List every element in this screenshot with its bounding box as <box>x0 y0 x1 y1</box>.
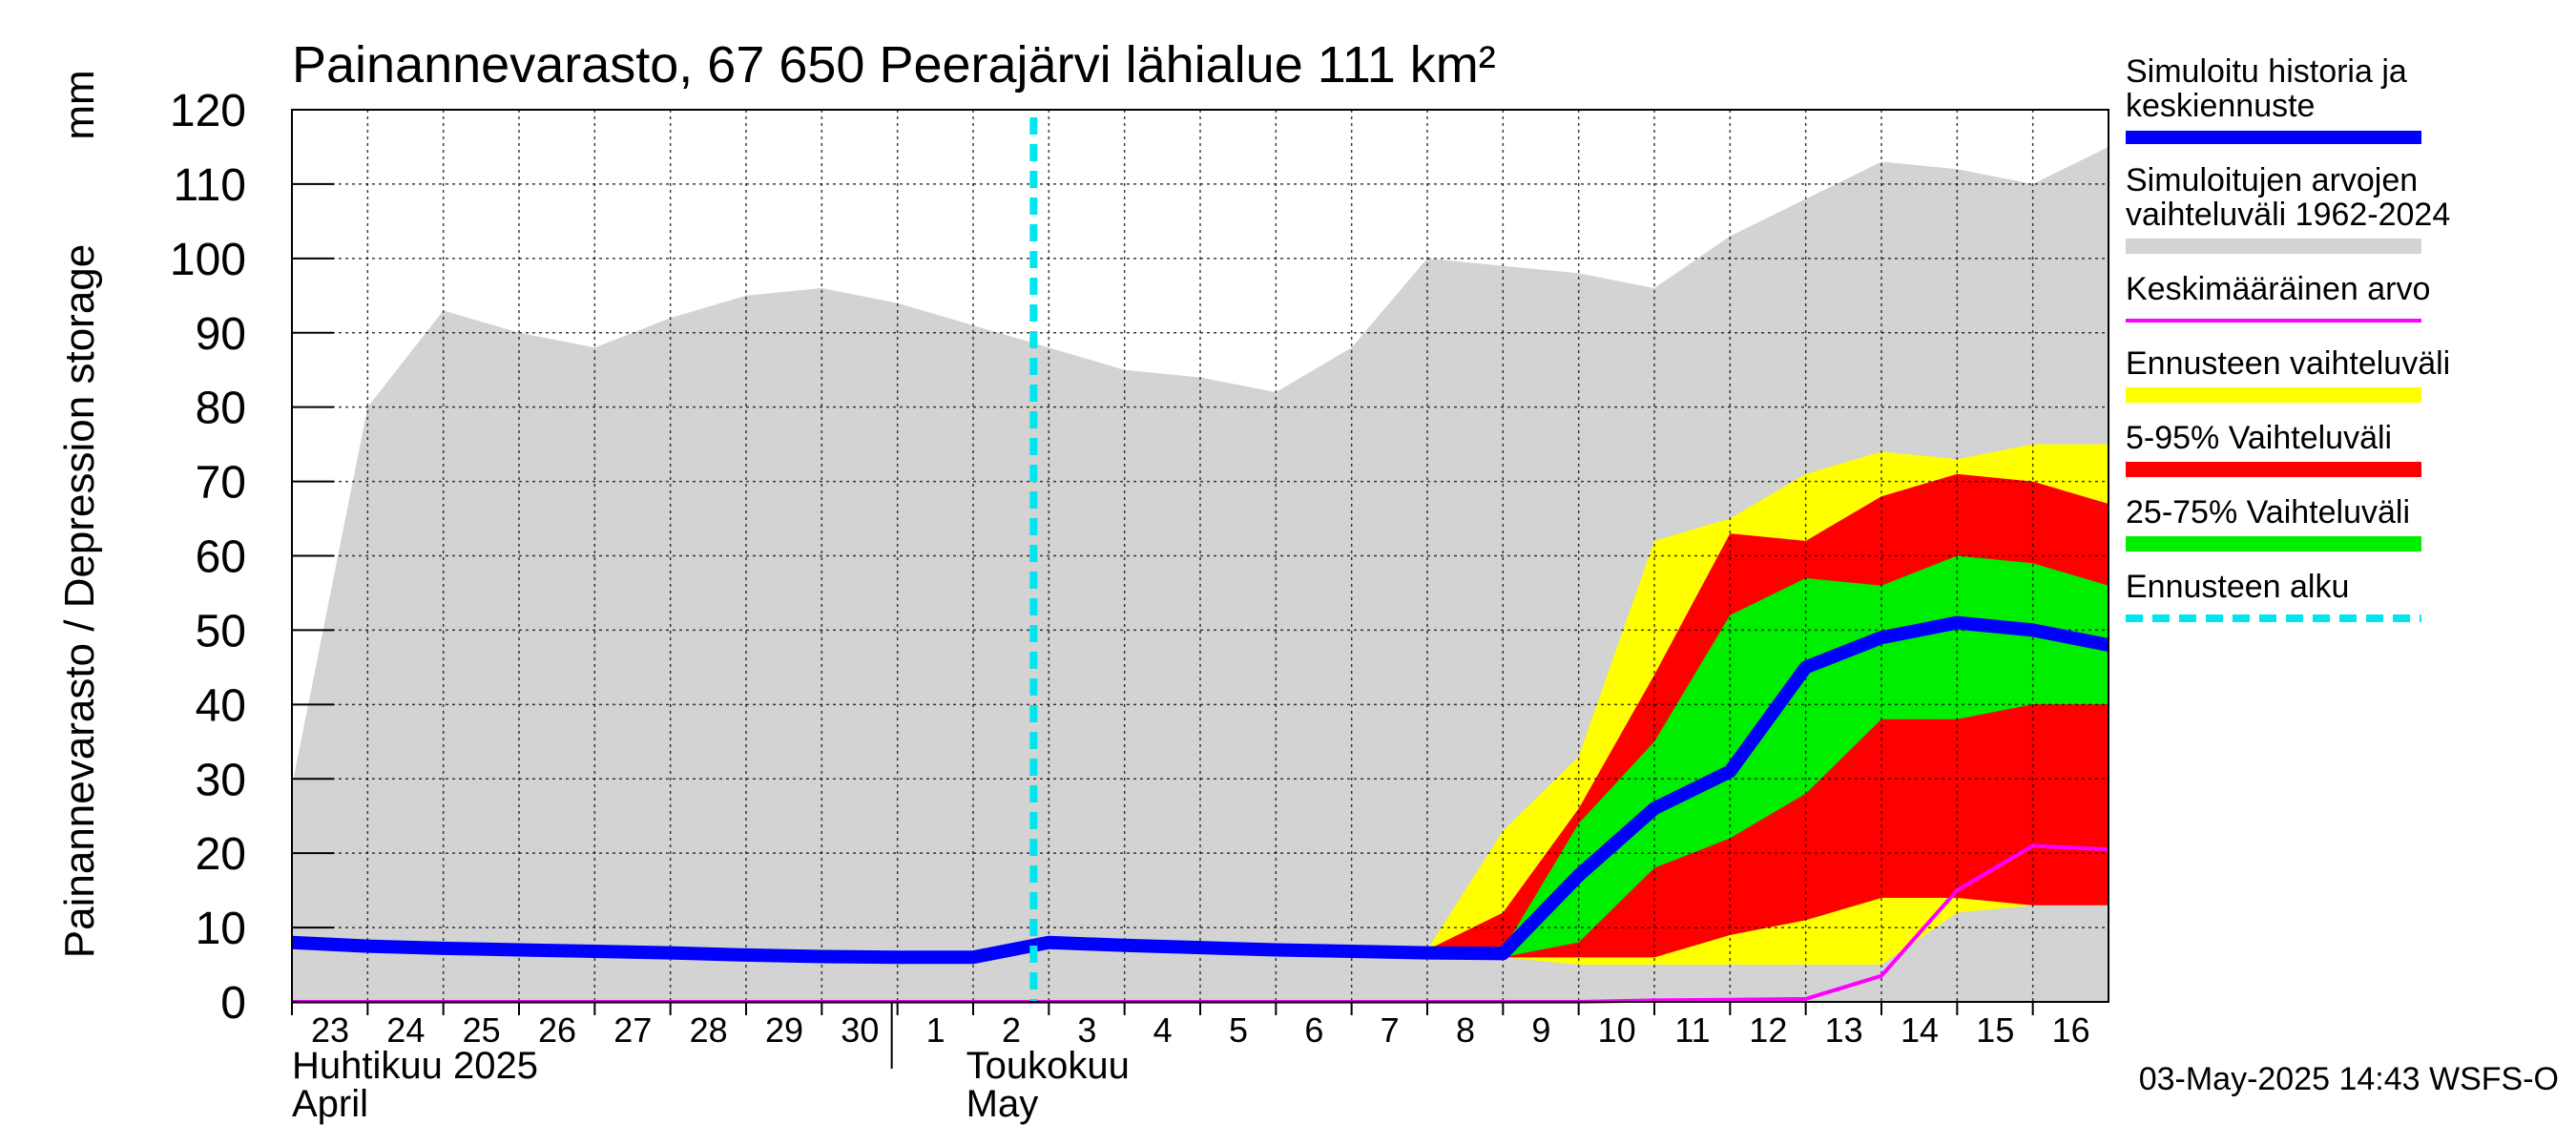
legend-item: Keskimääräinen arvo <box>2126 271 2430 323</box>
x-tick-label: 28 <box>690 1010 728 1050</box>
x-tick-label: 6 <box>1304 1010 1323 1050</box>
y-tick-label: 0 <box>220 978 246 1029</box>
legend-label: Keskimääräinen arvo <box>2126 271 2430 307</box>
y-tick-label: 20 <box>196 829 246 880</box>
x-tick-label: 13 <box>1825 1010 1863 1050</box>
x-tick-label: 27 <box>613 1010 652 1050</box>
x-tick-label: 3 <box>1077 1010 1096 1050</box>
y-tick-label: 110 <box>173 160 246 211</box>
y-tick-label: 60 <box>196 532 246 583</box>
x-tick-label: 1 <box>926 1010 945 1050</box>
x-tick-label: 15 <box>1976 1010 2014 1050</box>
x-tick-label: 11 <box>1674 1010 1710 1050</box>
y-tick-label: 120 <box>170 86 246 136</box>
plot-area <box>291 109 2110 1004</box>
x-tick-label: 30 <box>841 1010 879 1050</box>
y-tick-label: 50 <box>196 606 246 656</box>
x-tick-label: 24 <box>386 1010 425 1050</box>
legend-item: 25-75% Vaihteluväli <box>2126 494 2421 552</box>
x-tick-label: 8 <box>1456 1010 1475 1050</box>
y-tick-label: 40 <box>196 680 246 731</box>
forecast-band-4 <box>1427 704 2109 958</box>
x-tick-label: 10 <box>1598 1010 1636 1050</box>
x-tick-label: 5 <box>1229 1010 1248 1050</box>
x-tick-label: 14 <box>1901 1010 1939 1050</box>
y-tick-label: 100 <box>170 235 246 285</box>
x-tick-label: 23 <box>311 1010 349 1050</box>
timestamp-footer: 03-May-2025 14:43 WSFS-O <box>2139 1061 2559 1097</box>
x-tick-label: 7 <box>1381 1010 1400 1050</box>
x-tick-label: 29 <box>765 1010 803 1050</box>
month-label-finnish: Huhtikuu 2025 <box>292 1045 538 1087</box>
y-axis-label: Painannevarasto / Depression storage <box>56 244 103 958</box>
legend-label: Ennusteen alku <box>2126 569 2349 605</box>
x-tick-label: 9 <box>1531 1010 1550 1050</box>
y-tick-label: 80 <box>196 384 246 434</box>
legend-label: Simuloitujen arvojen <box>2126 162 2418 198</box>
legend-label: vaihteluväli 1962-2024 <box>2126 197 2450 233</box>
x-tick-label: 25 <box>463 1010 501 1050</box>
month-label-english: May <box>966 1083 1039 1125</box>
x-tick-label: 12 <box>1749 1010 1787 1050</box>
y-tick-label: 10 <box>196 904 246 954</box>
legend-label: 5-95% Vaihteluväli <box>2126 420 2392 456</box>
legend-label: 25-75% Vaihteluväli <box>2126 494 2410 531</box>
y-tick-label: 90 <box>196 309 246 360</box>
legend-item: Ennusteen vaihteluväli <box>2126 345 2450 403</box>
chart-title: Painannevarasto, 67 650 Peerajärvi lähia… <box>292 36 1496 94</box>
x-tick-label: 4 <box>1153 1010 1173 1050</box>
legend-label: Ennusteen vaihteluväli <box>2126 345 2450 382</box>
legend-label: Simuloitu historia ja <box>2126 53 2407 90</box>
month-label-english: April <box>292 1083 368 1125</box>
month-label-finnish: Toukokuu <box>966 1045 1130 1087</box>
x-tick-label: 26 <box>538 1010 576 1050</box>
median-forecast-line <box>291 615 2110 965</box>
y-tick-label: 70 <box>196 458 246 509</box>
y-axis-unit: mm <box>56 70 103 139</box>
x-tick-label: 16 <box>2052 1010 2090 1050</box>
x-tick-label: 2 <box>1002 1010 1021 1050</box>
legend: Simuloitu historia jakeskiennusteSimuloi… <box>2126 53 2450 622</box>
y-tick-label: 30 <box>196 755 246 805</box>
legend-label: keskiennuste <box>2126 88 2315 124</box>
grid-lines <box>292 109 2109 1002</box>
legend-item: 5-95% Vaihteluväli <box>2126 420 2421 477</box>
legend-item: Ennusteen alku <box>2126 569 2421 622</box>
